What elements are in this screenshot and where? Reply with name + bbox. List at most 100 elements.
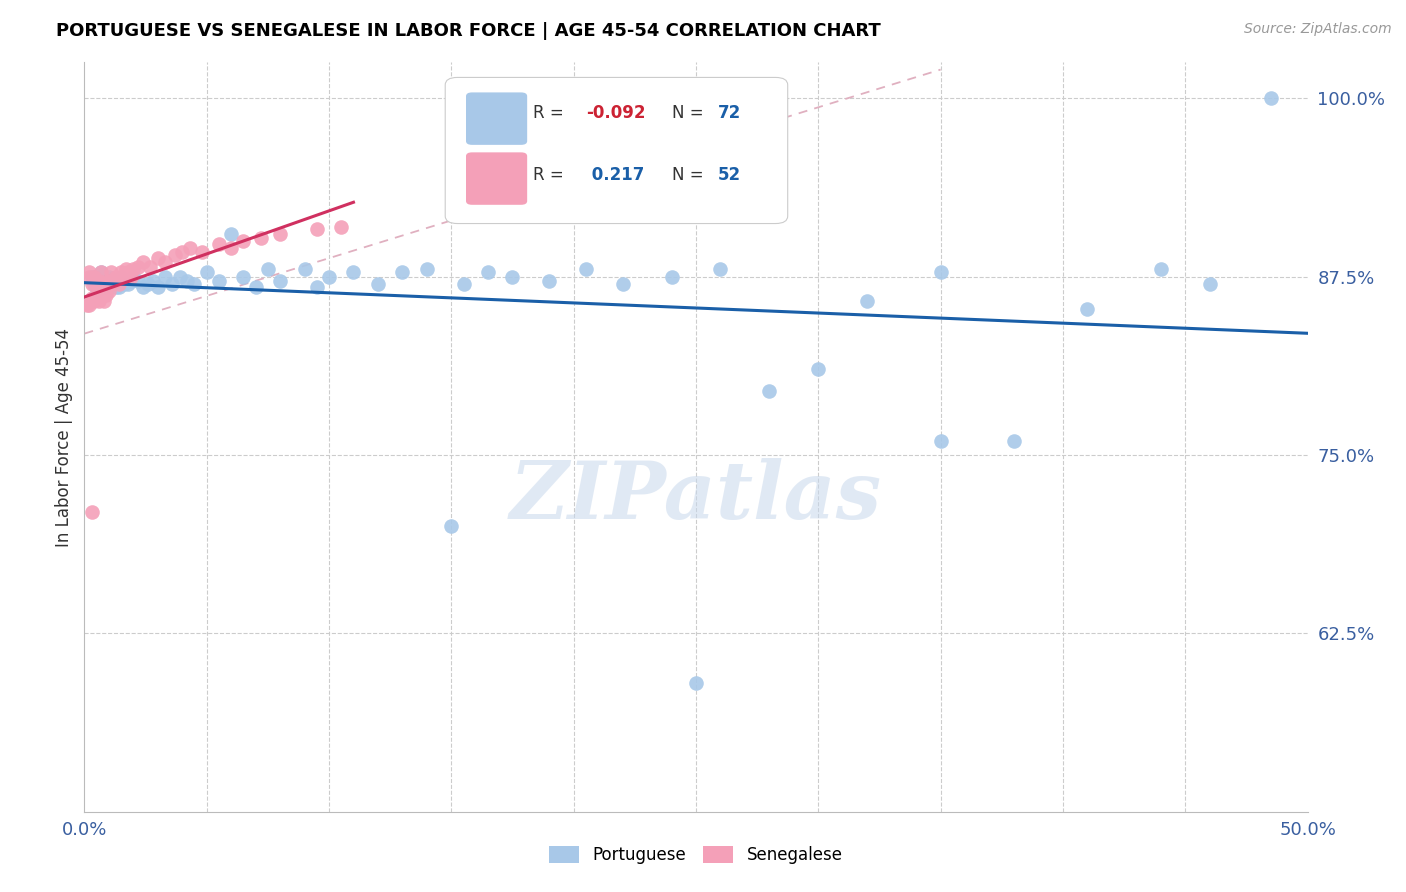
Point — [929, 265, 952, 279]
Text: Source: ZipAtlas.com: Source: ZipAtlas.com — [1244, 22, 1392, 37]
Point — [107, 277, 129, 291]
Point — [97, 284, 120, 298]
Point — [391, 265, 413, 279]
Point — [97, 269, 120, 284]
Point — [807, 362, 830, 376]
Point — [86, 291, 108, 305]
Point — [1150, 262, 1173, 277]
Text: 72: 72 — [718, 103, 741, 121]
Point — [176, 274, 198, 288]
Point — [183, 277, 205, 291]
Point — [612, 277, 634, 291]
Point — [132, 279, 155, 293]
Point — [416, 262, 439, 277]
Point — [1198, 277, 1220, 291]
Point — [232, 234, 254, 248]
Point — [80, 269, 103, 284]
Point — [93, 284, 115, 298]
Point — [132, 255, 155, 269]
Point — [1076, 302, 1098, 317]
Point — [142, 274, 165, 288]
Point — [179, 241, 201, 255]
Point — [502, 269, 524, 284]
Point — [269, 227, 291, 241]
Point — [112, 277, 135, 291]
Point — [90, 265, 112, 279]
Point — [120, 269, 142, 284]
Point — [305, 279, 328, 293]
Point — [80, 277, 103, 291]
Point — [139, 260, 162, 274]
Point — [245, 279, 267, 293]
Point — [87, 274, 110, 288]
Point — [100, 277, 122, 291]
Text: PORTUGUESE VS SENEGALESE IN LABOR FORCE | AGE 45-54 CORRELATION CHART: PORTUGUESE VS SENEGALESE IN LABOR FORCE … — [56, 22, 882, 40]
Point — [87, 277, 110, 291]
Point — [80, 505, 103, 519]
Point — [219, 241, 242, 255]
Point — [440, 519, 463, 533]
Point — [294, 262, 316, 277]
Point — [93, 293, 115, 308]
Point — [146, 251, 169, 265]
Point — [856, 293, 879, 308]
Point — [257, 262, 280, 277]
Point — [83, 269, 105, 284]
Point — [96, 277, 118, 291]
Point — [305, 222, 328, 236]
Point — [162, 277, 184, 291]
Point — [122, 262, 145, 277]
Point — [77, 269, 100, 284]
Point — [105, 279, 128, 293]
Point — [122, 269, 145, 284]
Point — [208, 274, 231, 288]
Point — [208, 236, 231, 251]
Point — [136, 277, 159, 291]
Point — [318, 269, 340, 284]
Point — [97, 274, 120, 288]
Point — [112, 269, 135, 284]
Point — [115, 262, 138, 277]
Point — [153, 269, 176, 284]
Point — [163, 248, 186, 262]
Point — [661, 269, 683, 284]
Text: 0.217: 0.217 — [586, 166, 644, 184]
Point — [76, 298, 98, 312]
Point — [107, 277, 129, 291]
Point — [477, 265, 499, 279]
FancyBboxPatch shape — [446, 78, 787, 224]
Point — [219, 227, 242, 241]
Point — [77, 298, 100, 312]
Point — [93, 279, 115, 293]
Point — [83, 293, 105, 308]
Point — [90, 274, 112, 288]
Point — [453, 277, 475, 291]
Point — [77, 265, 100, 279]
Point — [87, 293, 110, 308]
Point — [110, 274, 132, 288]
Point — [103, 277, 125, 291]
Text: -0.092: -0.092 — [586, 103, 645, 121]
Point — [93, 269, 115, 284]
Point — [96, 288, 118, 302]
Point — [90, 277, 112, 291]
Point — [249, 231, 271, 245]
Point — [93, 277, 115, 291]
Point — [538, 274, 561, 288]
Point — [115, 274, 138, 288]
Point — [107, 279, 129, 293]
Point — [685, 676, 707, 690]
Point — [575, 262, 598, 277]
FancyBboxPatch shape — [465, 93, 527, 145]
Text: 52: 52 — [718, 166, 741, 184]
Point — [86, 284, 108, 298]
Text: N =: N = — [672, 166, 709, 184]
Y-axis label: In Labor Force | Age 45-54: In Labor Force | Age 45-54 — [55, 327, 73, 547]
Point — [103, 274, 125, 288]
Point — [97, 279, 120, 293]
Point — [105, 274, 128, 288]
FancyBboxPatch shape — [465, 153, 527, 205]
Point — [100, 265, 122, 279]
Point — [120, 274, 142, 288]
Point — [100, 272, 122, 286]
